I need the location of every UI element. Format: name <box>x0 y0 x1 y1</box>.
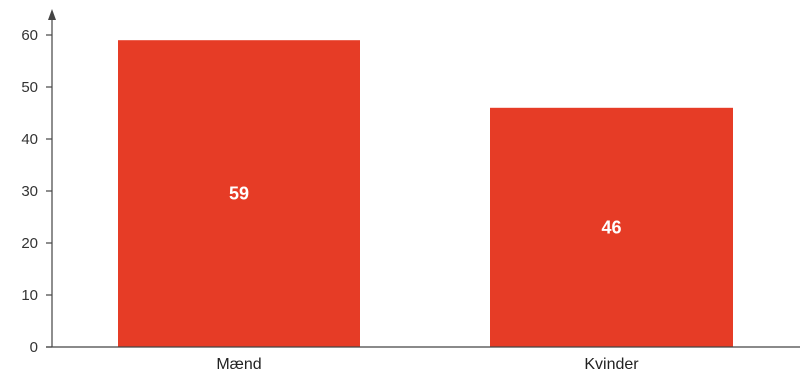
y-tick-label-4: 40 <box>21 131 38 148</box>
category-label-0: Mænd <box>216 356 261 373</box>
y-axis-ticks: 0 10 20 30 40 50 60 <box>21 27 52 356</box>
y-tick-label-0: 0 <box>30 339 38 356</box>
data-label-0: 59 <box>229 184 249 204</box>
y-tick-label-1: 10 <box>21 287 38 304</box>
bars: 59 46 <box>118 40 733 347</box>
y-tick-label-3: 30 <box>21 183 38 200</box>
x-axis-labels: Mænd Kvinder <box>216 356 639 373</box>
y-axis-arrow <box>48 9 56 20</box>
category-label-1: Kvinder <box>584 356 639 373</box>
data-label-1: 46 <box>601 217 621 237</box>
bar-0 <box>118 40 360 347</box>
bar-1 <box>490 107 733 347</box>
y-tick-label-6: 60 <box>21 27 38 44</box>
y-tick-label-5: 50 <box>21 79 38 96</box>
y-tick-label-2: 20 <box>21 235 38 252</box>
